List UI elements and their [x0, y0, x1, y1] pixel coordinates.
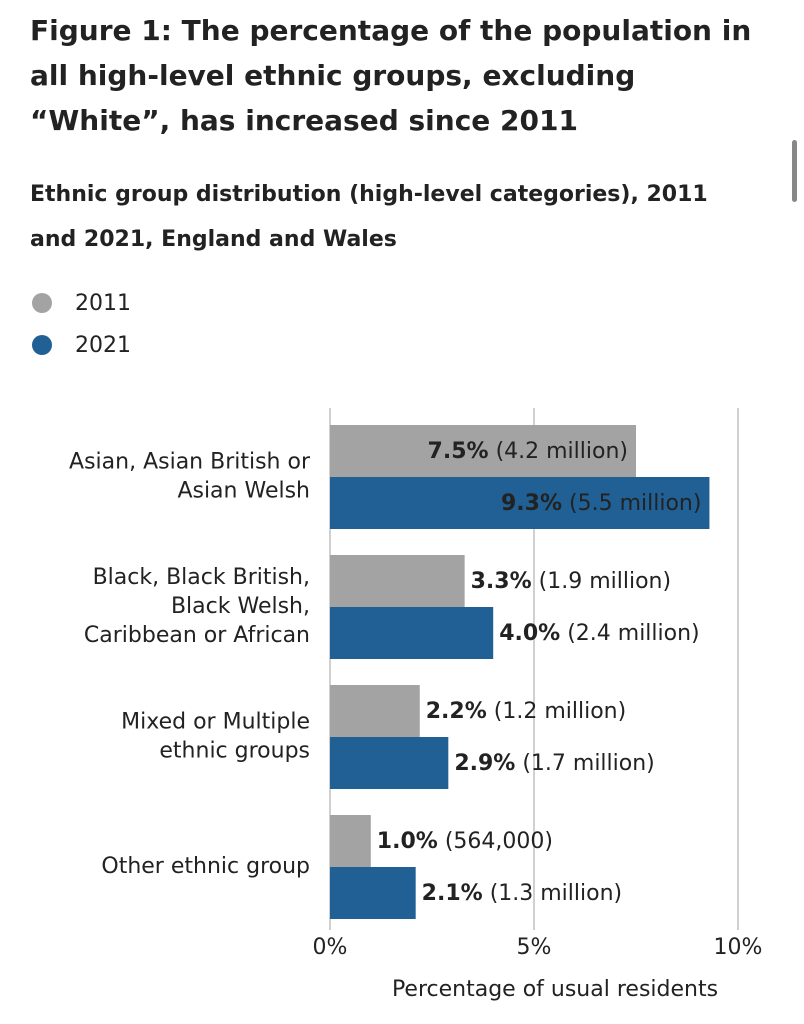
x-tick-label: 0%	[313, 935, 348, 960]
value-label: 7.5% (4.2 million)	[428, 439, 628, 464]
bar	[330, 607, 494, 659]
x-axis-title: Percentage of usual residents	[392, 977, 718, 1002]
value-label-percent: 1.0%	[377, 829, 438, 854]
value-label-count: (5.5 million)	[569, 491, 701, 516]
value-label-percent: 3.3%	[471, 569, 532, 594]
value-label-count: (1.9 million)	[539, 569, 671, 594]
value-label-count: (2.4 million)	[567, 621, 699, 646]
bar	[330, 737, 449, 789]
value-label-count: (1.7 million)	[522, 751, 654, 776]
legend-marker	[32, 335, 52, 355]
value-label-percent: 2.1%	[422, 881, 483, 906]
category-label: Caribbean or African	[84, 623, 310, 648]
scrollbar	[792, 140, 797, 202]
value-label-percent: 2.9%	[454, 751, 515, 776]
x-tick-label: 5%	[517, 935, 552, 960]
value-label-count: (4.2 million)	[496, 439, 628, 464]
chart-title: Figure 1: The percentage of the populati…	[30, 14, 752, 137]
category-label: Asian Welsh	[177, 479, 310, 504]
bar	[330, 425, 636, 477]
category-label: Black Welsh,	[171, 594, 310, 619]
value-label-percent: 9.3%	[501, 491, 562, 516]
category-label: Mixed or Multiple	[121, 710, 310, 735]
x-tick-label: 10%	[714, 935, 763, 960]
value-label: 2.9% (1.7 million)	[454, 751, 654, 776]
value-label: 4.0% (2.4 million)	[499, 621, 699, 646]
value-label-percent: 4.0%	[499, 621, 560, 646]
value-label: 9.3% (5.5 million)	[501, 491, 701, 516]
value-label-count: (564,000)	[445, 829, 553, 854]
bar	[330, 867, 416, 919]
category-label: Black, Black British,	[93, 565, 310, 590]
value-label-percent: 7.5%	[428, 439, 489, 464]
value-label-count: (1.3 million)	[490, 881, 622, 906]
bar	[330, 555, 465, 607]
bar	[330, 815, 371, 867]
category-label: Asian, Asian British or	[69, 450, 311, 475]
category-label: ethnic groups	[159, 739, 310, 764]
bar	[330, 685, 420, 737]
category-label: Other ethnic group	[101, 854, 310, 879]
chart-subtitle: Ethnic group distribution (high-level ca…	[30, 182, 708, 252]
legend-marker	[32, 293, 52, 313]
bar	[330, 477, 710, 529]
value-label: 3.3% (1.9 million)	[471, 569, 671, 594]
value-label: 1.0% (564,000)	[377, 829, 553, 854]
legend-label: 2011	[75, 291, 131, 316]
value-label-percent: 2.2%	[426, 699, 487, 724]
legend-label: 2021	[75, 333, 131, 358]
value-label-count: (1.2 million)	[494, 699, 626, 724]
value-label: 2.1% (1.3 million)	[422, 881, 622, 906]
value-label: 2.2% (1.2 million)	[426, 699, 626, 724]
